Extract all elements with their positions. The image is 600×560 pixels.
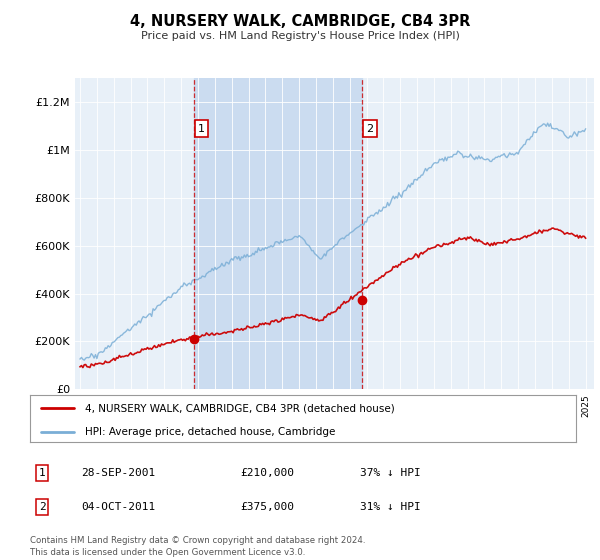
Text: 37% ↓ HPI: 37% ↓ HPI	[360, 468, 421, 478]
Text: Price paid vs. HM Land Registry's House Price Index (HPI): Price paid vs. HM Land Registry's House …	[140, 31, 460, 41]
Text: 28-SEP-2001: 28-SEP-2001	[81, 468, 155, 478]
Text: 04-OCT-2011: 04-OCT-2011	[81, 502, 155, 512]
Text: HPI: Average price, detached house, Cambridge: HPI: Average price, detached house, Camb…	[85, 427, 335, 437]
Text: 2: 2	[38, 502, 46, 512]
Text: 4, NURSERY WALK, CAMBRIDGE, CB4 3PR (detached house): 4, NURSERY WALK, CAMBRIDGE, CB4 3PR (det…	[85, 403, 394, 413]
Text: 2: 2	[367, 124, 374, 134]
Text: 1: 1	[38, 468, 46, 478]
Text: £210,000: £210,000	[240, 468, 294, 478]
Text: Contains HM Land Registry data © Crown copyright and database right 2024.
This d: Contains HM Land Registry data © Crown c…	[30, 536, 365, 557]
Text: £375,000: £375,000	[240, 502, 294, 512]
Text: 1: 1	[198, 124, 205, 134]
Bar	[194, 78, 362, 389]
Text: 4, NURSERY WALK, CAMBRIDGE, CB4 3PR: 4, NURSERY WALK, CAMBRIDGE, CB4 3PR	[130, 14, 470, 29]
Text: 31% ↓ HPI: 31% ↓ HPI	[360, 502, 421, 512]
